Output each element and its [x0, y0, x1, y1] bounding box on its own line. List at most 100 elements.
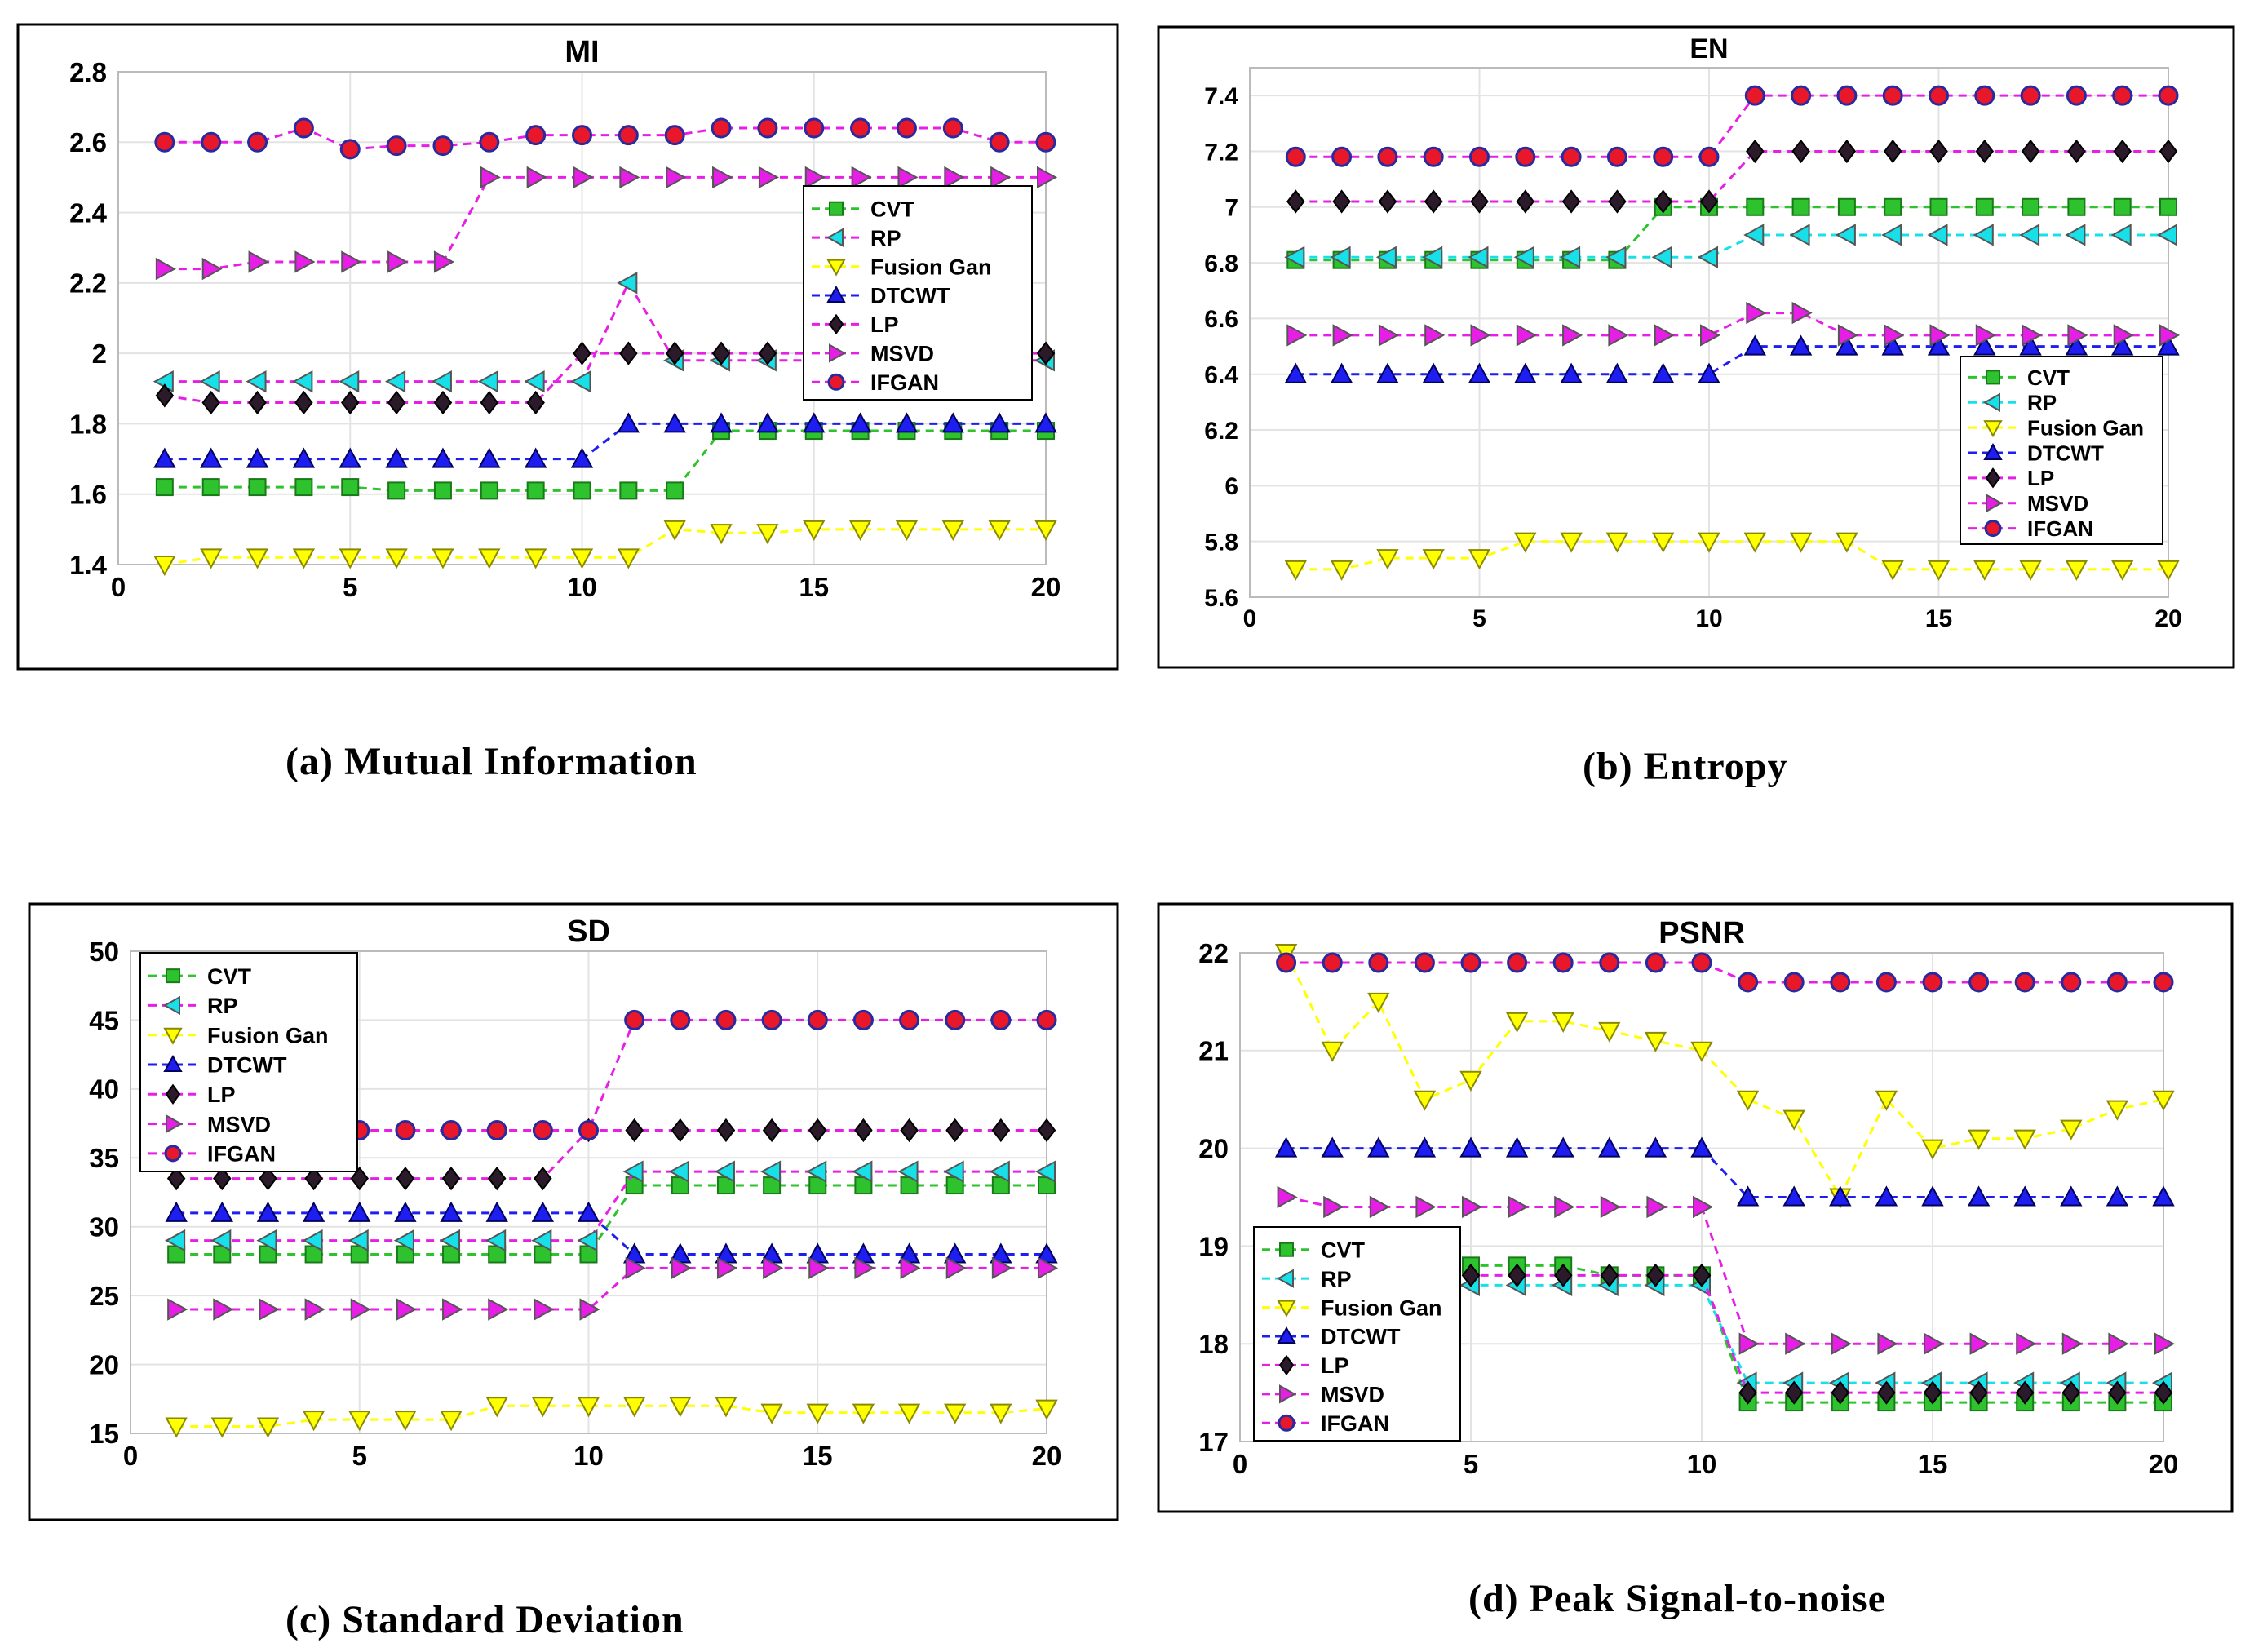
data-point	[1791, 85, 1812, 106]
data-point	[350, 1298, 371, 1321]
data-point	[760, 1160, 782, 1183]
data-point	[256, 1229, 277, 1252]
data-point	[1736, 1090, 1760, 1111]
data-point	[671, 1118, 690, 1143]
data-point	[2060, 1119, 2083, 1140]
data-point	[577, 1201, 600, 1222]
data-point	[1746, 139, 1765, 164]
data-point	[1514, 532, 1537, 553]
x-tick-label: 5	[352, 1441, 367, 1471]
data-point	[1415, 1195, 1437, 1219]
data-point	[1284, 560, 1307, 581]
data-point	[1035, 131, 1056, 153]
y-tick-label: 21	[1198, 1036, 1229, 1066]
y-tick-label: 19	[1198, 1231, 1229, 1261]
data-point	[670, 1009, 691, 1030]
data-point	[531, 1397, 555, 1418]
data-point	[668, 1160, 689, 1183]
data-point	[1698, 146, 1720, 167]
x-tick-label: 0	[111, 572, 126, 602]
data-point	[2159, 139, 2178, 164]
series-msvd	[1286, 301, 2181, 347]
data-point	[441, 1166, 461, 1191]
data-point	[2013, 1185, 2036, 1207]
data-point	[1598, 1021, 1621, 1043]
data-point	[1038, 1256, 1059, 1280]
data-point	[488, 1298, 509, 1321]
data-point	[1652, 362, 1675, 383]
data-point	[1367, 1136, 1390, 1158]
legend-marker	[165, 1083, 181, 1105]
data-point	[292, 370, 313, 393]
data-point	[1413, 1090, 1437, 1111]
data-point	[664, 125, 685, 146]
data-point	[431, 370, 452, 393]
legend-label: DTCWT	[207, 1053, 287, 1078]
data-point	[524, 370, 545, 393]
data-point	[989, 131, 1010, 153]
data-point	[259, 1298, 280, 1321]
data-point	[246, 447, 269, 468]
data-point	[1830, 972, 1851, 993]
data-point	[339, 370, 360, 393]
data-point	[945, 1118, 964, 1143]
data-point	[1515, 146, 1536, 167]
data-point	[2065, 334, 2088, 356]
data-point	[350, 1166, 370, 1191]
data-point	[716, 1256, 738, 1280]
data-point	[1691, 952, 1712, 973]
data-point	[348, 1411, 371, 1432]
data-point	[348, 1201, 371, 1222]
legend-label: DTCWT	[1321, 1325, 1401, 1349]
series-dtcwt	[165, 1201, 1058, 1264]
data-point	[487, 1166, 507, 1191]
data-point	[1651, 246, 1672, 268]
data-point	[1378, 324, 1399, 347]
data-point	[1330, 362, 1353, 383]
data-point	[807, 1009, 828, 1030]
y-tick-label: 2.6	[69, 127, 107, 157]
data-point	[165, 1229, 186, 1252]
data-point	[2111, 560, 2134, 581]
data-point	[340, 390, 360, 415]
series-fusion-gan	[1274, 944, 2175, 1209]
data-point	[1883, 139, 1902, 164]
data-point	[199, 370, 220, 393]
data-point	[852, 1160, 873, 1183]
legend-marker	[829, 343, 847, 363]
legend-marker	[1983, 420, 2003, 438]
data-point	[524, 447, 547, 468]
data-point	[1034, 412, 1057, 433]
legend: CVT RP Fusion Gan DTCWT LP MSVD IFGAN	[139, 952, 358, 1172]
x-tick-label: 20	[2154, 605, 2181, 632]
legend-marker	[166, 968, 180, 984]
chart-title: MI	[565, 35, 599, 69]
data-point	[803, 412, 826, 433]
data-point	[1377, 146, 1398, 167]
series-dtcwt	[1274, 1136, 2175, 1207]
series-ifgan	[1276, 952, 2174, 993]
y-tick-label: 1.6	[69, 480, 107, 510]
data-point	[943, 1160, 964, 1183]
data-point	[1653, 146, 1674, 167]
data-point	[154, 131, 175, 153]
data-point	[715, 1397, 737, 1418]
data-point	[760, 1403, 783, 1424]
legend-marker	[826, 259, 846, 277]
data-point	[619, 166, 640, 189]
legend-marker	[163, 1054, 183, 1072]
data-point	[2157, 560, 2180, 581]
legend-label: IFGAN	[870, 370, 939, 395]
data-point	[808, 1118, 827, 1143]
legend-label: DTCWT	[870, 284, 950, 308]
x-tick-label: 5	[1464, 1449, 1478, 1479]
y-tick-label: 6.6	[1204, 306, 1238, 333]
data-point	[304, 1298, 325, 1321]
data-point	[1036, 1009, 1057, 1030]
data-point	[1468, 549, 1491, 570]
data-point	[852, 1009, 874, 1030]
y-tick-label: 35	[89, 1143, 119, 1173]
data-point	[1600, 1263, 1619, 1287]
data-point	[1829, 1185, 1852, 1207]
data-point	[2158, 85, 2179, 106]
